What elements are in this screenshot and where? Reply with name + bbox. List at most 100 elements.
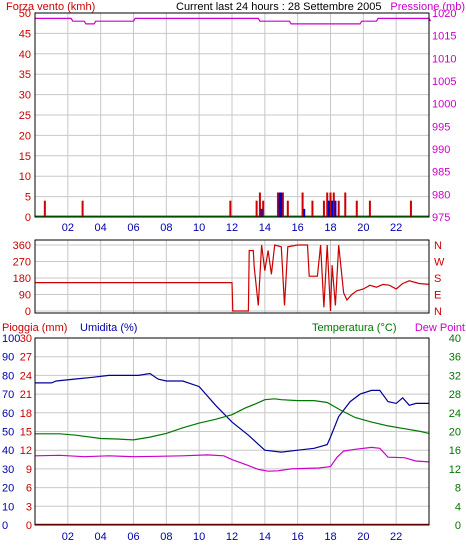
wind-direction-frame [34, 239, 430, 314]
wind-pressure-panel: 0510152025303540455097598098599099510001… [6, 1, 465, 234]
wind-bar [262, 200, 265, 217]
x-tick-label: 14 [259, 531, 271, 543]
wind-bar [409, 200, 412, 217]
x-tick-label: 04 [95, 222, 107, 234]
wind-tick-label: 0 [25, 212, 31, 224]
rain-humidity-temp-frame [34, 337, 430, 526]
humidity-tick-label: 80 [2, 370, 14, 382]
wind-bar [258, 192, 261, 217]
rain-tick-label: 24 [20, 370, 32, 382]
wind-direction-grid [35, 240, 429, 313]
wind-bar [329, 192, 332, 217]
x-tick-label: 06 [127, 531, 139, 543]
x-tick-label: 20 [357, 222, 369, 234]
temperature-tick-label: 12 [449, 464, 461, 476]
x-tick-label: 08 [160, 222, 172, 234]
x-tick-label: 10 [193, 531, 205, 543]
compass-label: N [434, 306, 442, 318]
x-tick-label: 10 [193, 222, 205, 234]
rain-tick-label: 30 [20, 333, 32, 345]
gust-bar [303, 208, 306, 217]
pressure-tick-label: 1015 [432, 31, 456, 43]
pressure-tick-label: 985 [432, 167, 450, 179]
pressure-tick-label: 980 [432, 189, 450, 201]
temperature-tick-label: 28 [449, 389, 461, 401]
temperature-tick-label: 8 [455, 483, 461, 495]
gust-bar [278, 192, 281, 217]
wind-bar [322, 200, 325, 217]
temperature-tick-label: 20 [449, 427, 461, 439]
x-tick-label: 22 [390, 222, 402, 234]
wind-pressure-grid [35, 12, 429, 218]
wind-tick-label: 45 [19, 28, 31, 40]
x-tick-label: 18 [324, 222, 336, 234]
wind-axis-title: Forza vento (kmh) [6, 1, 95, 13]
temperature-tick-label: 24 [449, 408, 461, 420]
compass-label: E [434, 290, 441, 302]
wind-tick-label: 35 [19, 69, 31, 81]
wind-direction-marks [35, 244, 430, 312]
direction-tick-label: 0 [25, 306, 31, 318]
wind-bar [255, 200, 258, 217]
rain-tick-label: 12 [20, 445, 32, 457]
rain-tick-label: 3 [26, 501, 32, 513]
chart-main-title: Current last 24 hours : 28 Settembre 200… [176, 1, 381, 13]
rain-humidity-temp-panel: 0102030405060708090100036912151821242730… [2, 322, 465, 543]
wind-bar [229, 200, 232, 217]
compass-label: S [434, 273, 441, 285]
humidity-line [35, 372, 429, 453]
wind-bar [276, 192, 279, 217]
temperature-tick-label: 32 [449, 370, 461, 382]
humidity-tick-label: 30 [2, 464, 14, 476]
dewpoint-line [34, 446, 430, 472]
pressure-tick-label: 990 [432, 144, 450, 156]
wind-tick-label: 10 [19, 171, 31, 183]
temperature-tick-label: 36 [449, 352, 461, 364]
wind-tick-label: 40 [19, 49, 31, 61]
wind-bar [301, 192, 304, 217]
rain-axis-title: Pioggia (mm) [2, 322, 67, 334]
humidity-tick-label: 90 [2, 352, 14, 364]
humidity-tick-label: 0 [2, 520, 8, 532]
wind-bar [326, 192, 329, 217]
temperature-tick-label: 16 [449, 445, 461, 457]
rain-tick-label: 27 [20, 352, 32, 364]
temperature-tick-label: 4 [455, 501, 461, 513]
direction-tick-label: 270 [13, 257, 31, 269]
x-tick-label: 12 [226, 222, 238, 234]
humidity-tick-label: 100 [2, 333, 20, 345]
x-tick-label: 14 [259, 222, 271, 234]
humidity-tick-label: 70 [2, 389, 14, 401]
humidity-axis-title: Umidita (%) [80, 322, 137, 334]
wind-bar [332, 192, 335, 217]
temperature-tick-label: 0 [455, 520, 461, 532]
gust-bar [327, 200, 330, 217]
dewpoint-axis-title: Dew Point [415, 322, 465, 334]
temperature-tick-label: 40 [449, 333, 461, 345]
x-tick-label: 12 [226, 531, 238, 543]
temperature-line [35, 398, 430, 441]
wind-bar [286, 200, 289, 217]
rain-humidity-temp-marks [34, 372, 430, 526]
pressure-tick-label: 1005 [432, 76, 456, 88]
wind-tick-label: 30 [19, 90, 31, 102]
pressure-line [35, 17, 432, 25]
wind-bar [344, 192, 347, 217]
direction-tick-label: 360 [13, 240, 31, 252]
wind-tick-label: 5 [25, 192, 31, 204]
pressure-tick-label: 1010 [432, 53, 456, 65]
rain-tick-label: 6 [26, 483, 32, 495]
temperature-axis-title: Temperatura (°C) [312, 322, 396, 334]
direction-tick-label: 90 [19, 290, 31, 302]
x-tick-label: 16 [292, 531, 304, 543]
compass-label: W [434, 257, 445, 269]
rain-humidity-temp-tick-labels: 0102030405060708090100036912151821242730… [2, 333, 461, 543]
rain-humidity-temp-grid [35, 337, 429, 526]
humidity-tick-label: 40 [2, 445, 14, 457]
wind-bar [368, 200, 371, 217]
x-tick-label: 04 [95, 531, 107, 543]
direction-line [35, 244, 430, 312]
x-tick-label: 02 [62, 531, 74, 543]
gust-bar [260, 208, 263, 217]
